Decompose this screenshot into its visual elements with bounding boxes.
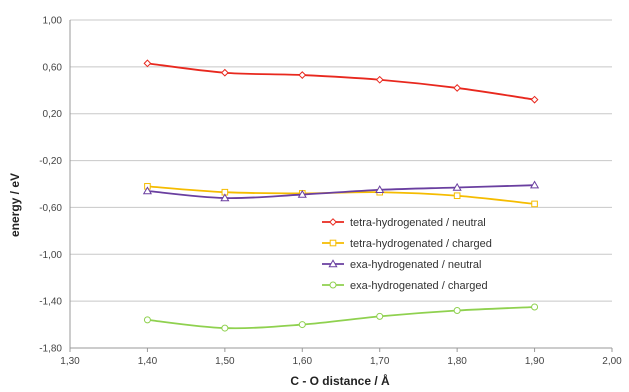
legend-label: tetra-hydrogenated / neutral: [350, 217, 486, 229]
series-3: [142, 180, 540, 202]
series-line: [147, 306, 535, 330]
legend-marker: [329, 281, 337, 289]
legend-item: tetra-hydrogenated / neutral: [322, 217, 486, 229]
data-point: [376, 312, 384, 320]
y-tick-label: -1,80: [39, 344, 62, 355]
data-point: [375, 75, 384, 84]
data-point: [530, 180, 540, 189]
y-tick-label: 0,20: [43, 109, 63, 120]
grid-lines: [70, 19, 612, 349]
legend-label: exa-hydrogenated / neutral: [350, 259, 481, 271]
data-point: [453, 192, 461, 200]
data-point: [531, 200, 538, 208]
x-tick-label: 1,50: [215, 356, 235, 367]
y-axis-label: energy / eV: [8, 173, 22, 237]
legend-item: exa-hydrogenated / charged: [322, 280, 488, 292]
series-line: [147, 184, 535, 200]
axes: [69, 20, 613, 352]
data-point: [143, 316, 151, 324]
x-tick-label: 1,80: [447, 356, 467, 367]
series-1: [143, 59, 539, 104]
data-point: [452, 182, 462, 191]
series-4: [143, 303, 539, 332]
legend: tetra-hydrogenated / neutral tetra-hydrog…: [322, 217, 492, 292]
data-point: [143, 59, 152, 68]
series-line: [147, 62, 535, 101]
data-point: [220, 193, 230, 202]
x-tick-label: 1,70: [370, 356, 390, 367]
y-tick-label: -0,20: [39, 156, 62, 167]
legend-label: tetra-hydrogenated / charged: [350, 238, 492, 250]
legend-label: exa-hydrogenated / charged: [350, 280, 488, 292]
data-point: [221, 324, 229, 332]
y-tick-label: -0,60: [39, 203, 62, 214]
legend-marker: [329, 239, 337, 247]
data-point: [298, 321, 306, 329]
data-point: [530, 95, 539, 104]
x-axis-label: C - O distance / Å: [290, 373, 390, 388]
x-tick-label: 1,30: [60, 356, 80, 367]
legend-item: tetra-hydrogenated / charged: [322, 238, 492, 250]
y-tick-label: -1,40: [39, 297, 62, 308]
data-point: [453, 84, 462, 92]
data-point: [453, 307, 461, 315]
data-point: [375, 185, 385, 194]
series-lines: [142, 59, 540, 332]
legend-marker: [328, 259, 338, 268]
y-tick-label: -1,00: [39, 250, 62, 261]
x-tick-label: 2,00: [602, 356, 622, 367]
data-point: [298, 71, 307, 79]
data-point: [531, 303, 539, 311]
y-tick-label: 0,60: [43, 62, 63, 73]
x-tick-label: 1,90: [525, 356, 545, 367]
legend-marker: [329, 218, 337, 226]
y-tick-label: 1,00: [43, 16, 63, 27]
data-point: [297, 189, 307, 198]
data-point: [220, 68, 229, 77]
tick-labels: 1,00 0,60 0,20 -0,20 -0,60 -1,00 -1,40 -1,801,3…: [39, 16, 622, 368]
legend-item: exa-hydrogenated / neutral: [322, 259, 481, 271]
data-point: [142, 186, 152, 195]
x-tick-label: 1,60: [293, 356, 313, 367]
x-tick-label: 1,40: [138, 356, 158, 367]
series-line: [147, 185, 535, 205]
